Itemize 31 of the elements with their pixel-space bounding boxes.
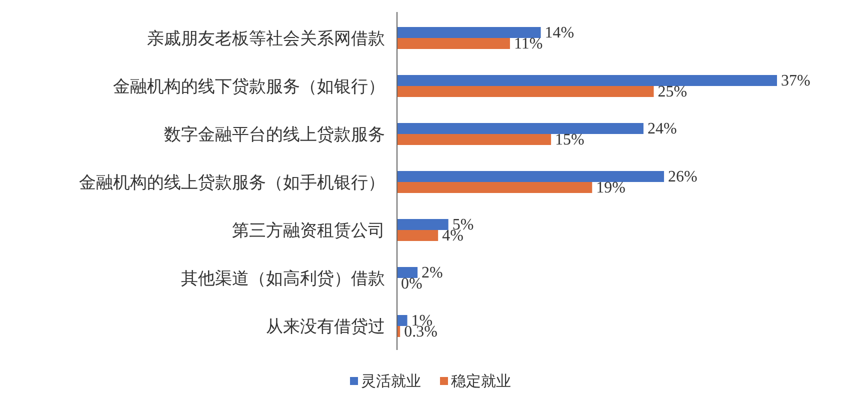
data-label: 14%	[544, 24, 574, 42]
bar	[397, 123, 644, 134]
bar	[397, 182, 592, 193]
bar	[397, 38, 510, 49]
y-tick-label: 从来没有借贷过	[266, 317, 385, 336]
data-label: 37%	[781, 72, 810, 90]
bar	[397, 219, 448, 230]
data-label: 11%	[514, 36, 543, 52]
legend-label: 灵活就业	[361, 373, 421, 390]
y-tick-label: 数字金融平台的线上贷款服务	[164, 125, 385, 144]
y-tick-label: 金融机构的线上贷款服务（如手机银行）	[79, 173, 385, 192]
bar	[397, 230, 438, 241]
bar	[397, 27, 541, 38]
data-label: 0%	[401, 276, 422, 292]
data-label: 25%	[658, 84, 688, 100]
data-label: 15%	[555, 132, 584, 148]
data-label: 26%	[668, 168, 698, 186]
bar	[397, 86, 654, 97]
data-label: 2%	[422, 264, 443, 282]
y-tick-label: 第三方融资租赁公司	[232, 221, 385, 240]
bar	[397, 75, 777, 86]
bar	[397, 171, 664, 182]
bar	[397, 267, 418, 278]
bar	[397, 315, 408, 326]
data-label: 19%	[596, 180, 626, 196]
bar	[397, 134, 552, 145]
y-tick-label: 亲戚朋友老板等社会关系网借款	[147, 29, 385, 48]
legend-label: 稳定就业	[451, 373, 511, 390]
y-tick-label: 其他渠道（如高利贷）借款	[181, 269, 385, 288]
y-tick-label: 金融机构的线下贷款服务（如银行）	[113, 77, 385, 96]
data-label: 24%	[647, 120, 677, 138]
